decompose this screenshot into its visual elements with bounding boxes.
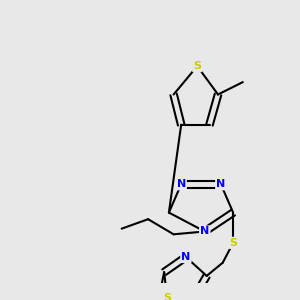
Text: N: N: [181, 252, 190, 262]
Text: N: N: [177, 179, 186, 189]
Text: S: S: [163, 292, 171, 300]
Text: N: N: [216, 179, 226, 189]
Text: S: S: [193, 61, 201, 71]
Text: N: N: [200, 226, 209, 236]
Text: S: S: [229, 238, 237, 248]
